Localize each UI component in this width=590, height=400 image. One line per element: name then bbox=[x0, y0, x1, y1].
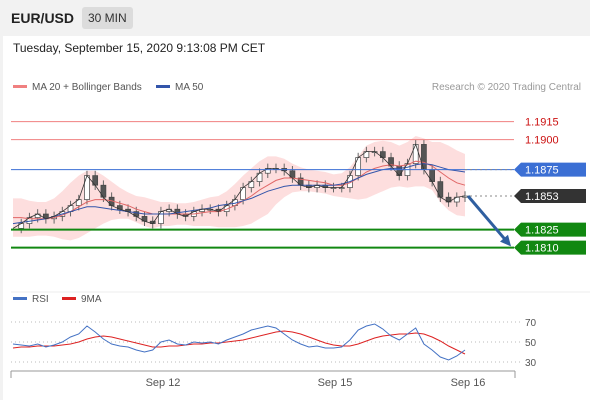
candle-body bbox=[396, 165, 403, 176]
legend-ma50: MA 50 bbox=[175, 82, 204, 93]
level-tag-bg bbox=[514, 222, 586, 237]
candle-body bbox=[421, 144, 427, 170]
level-tag-support: 1.1810 bbox=[514, 240, 586, 255]
x-tick-label: Sep 16 bbox=[451, 377, 486, 389]
level-label-resistance: 1.1900 bbox=[525, 135, 559, 147]
rsi-line bbox=[12, 323, 466, 361]
main-plot bbox=[12, 136, 468, 241]
level-tag-bg bbox=[514, 162, 586, 177]
forecast-arrowhead bbox=[500, 234, 511, 247]
candle-body bbox=[84, 175, 90, 200]
price-line bbox=[12, 143, 466, 229]
level-label-resistance: 1.1915 bbox=[525, 117, 559, 129]
level-label-last: 1.1853 bbox=[525, 191, 559, 203]
level-tag-bg bbox=[514, 189, 586, 203]
level-lines: 1.1915 1.1900 1.1875 1.1853 1.1825 1.1810 bbox=[11, 117, 586, 255]
legend-swatch-rsi bbox=[13, 297, 27, 300]
legend-swatch-ma50 bbox=[156, 85, 170, 88]
rsi-legend: RSI 9MA bbox=[13, 294, 102, 305]
bollinger-band-area bbox=[13, 136, 465, 241]
rsi-tick-label: 30 bbox=[525, 358, 537, 369]
legend-swatch-bb bbox=[13, 85, 27, 88]
candle-body bbox=[158, 211, 164, 224]
ma50-line bbox=[12, 163, 466, 225]
level-tag-support: 1.1825 bbox=[514, 222, 586, 237]
level-label-support: 1.1825 bbox=[525, 225, 559, 237]
candle-body bbox=[100, 184, 107, 198]
level-label-support: 1.1810 bbox=[525, 243, 559, 255]
level-tag-last: 1.1853 bbox=[514, 189, 586, 203]
timestamp: Tuesday, September 15, 2020 9:13:08 PM C… bbox=[13, 41, 266, 55]
candle-body bbox=[429, 169, 435, 182]
main-legend: MA 20 + Bollinger Bands MA 50 Research ©… bbox=[13, 82, 581, 93]
level-tag-pivot: 1.1875 bbox=[514, 162, 586, 177]
rsi-tick-label: 70 bbox=[525, 318, 537, 329]
candle-body bbox=[240, 187, 246, 200]
legend-rsi: RSI bbox=[32, 294, 49, 305]
legend-rsi-ma: 9MA bbox=[81, 294, 102, 305]
candle-body bbox=[437, 181, 444, 198]
candle-body bbox=[355, 157, 362, 176]
rsi-plot: 70 50 30 bbox=[11, 318, 537, 369]
candle-body bbox=[92, 175, 99, 186]
legend-swatch-rsi-ma bbox=[62, 297, 76, 300]
chart-header: EUR/USD 30 MIN bbox=[0, 0, 590, 36]
level-tag-bg bbox=[514, 240, 586, 255]
credit-text: Research © 2020 Trading Central bbox=[432, 82, 581, 93]
x-tick-label: Sep 15 bbox=[318, 377, 353, 389]
x-axis: Sep 12 Sep 15 Sep 16 bbox=[10, 370, 516, 389]
symbol-title: EUR/USD bbox=[11, 10, 75, 26]
level-label-pivot: 1.1875 bbox=[525, 165, 559, 177]
legend-bb: MA 20 + Bollinger Bands bbox=[32, 82, 142, 93]
forecast-arrow bbox=[466, 195, 507, 242]
rsi-tick-label: 50 bbox=[525, 338, 537, 349]
timeframe-selector[interactable]: 30 MIN bbox=[82, 7, 133, 29]
x-tick-label: Sep 12 bbox=[146, 377, 181, 389]
